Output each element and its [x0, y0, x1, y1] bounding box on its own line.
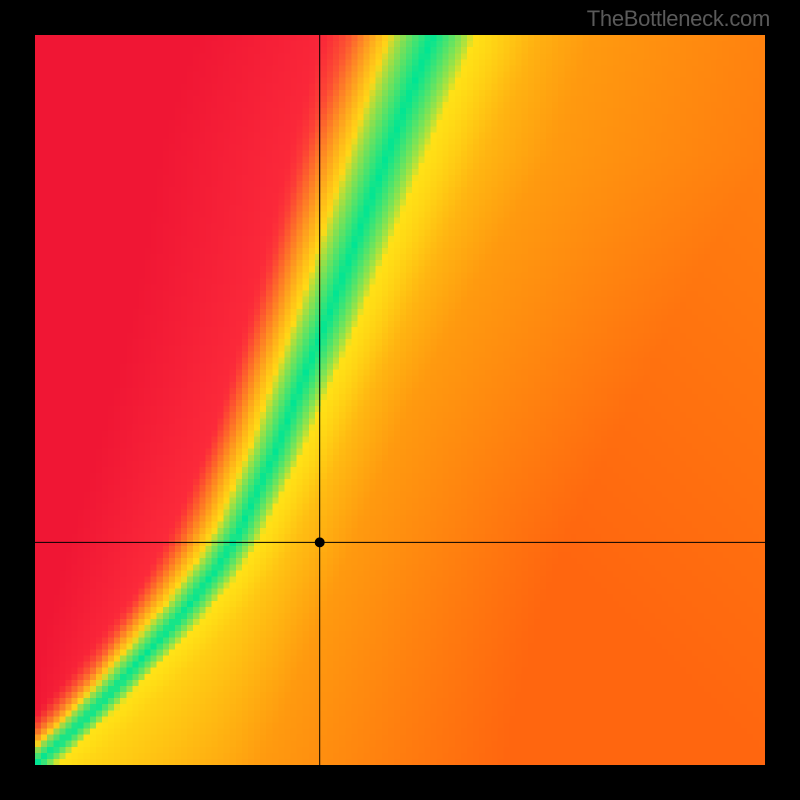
- watermark-text: TheBottleneck.com: [587, 6, 770, 32]
- crosshair-marker: [315, 537, 325, 547]
- figure-container: TheBottleneck.com: [0, 0, 800, 800]
- crosshair-overlay: [35, 35, 765, 765]
